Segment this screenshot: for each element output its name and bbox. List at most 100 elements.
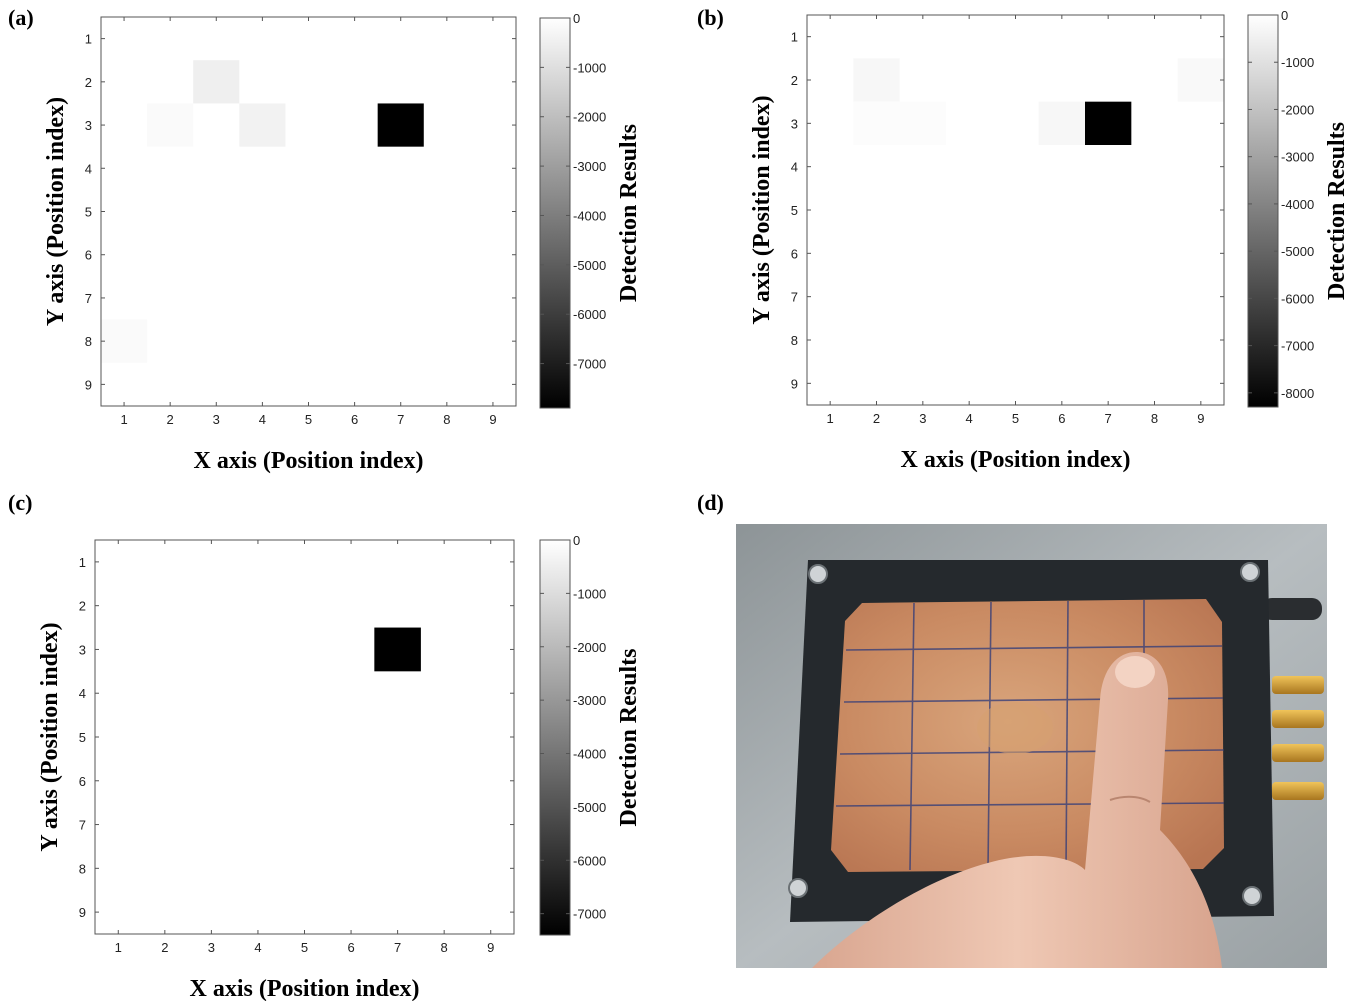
y-tick-label: 3 bbox=[79, 642, 86, 657]
x-tick-label: 9 bbox=[1197, 411, 1204, 426]
y-tick-label: 9 bbox=[79, 905, 86, 920]
heatmap-cell bbox=[1085, 101, 1132, 145]
colorbar-tick-label: -3000 bbox=[1281, 150, 1314, 165]
heatmap-chart-a: 1 2 3 4 5 6 7 8 9 1 2 3 4 5 6 7 8 9 X axis (Position index… bbox=[43, 11, 642, 474]
x-tick-label: 5 bbox=[305, 412, 312, 427]
colorbar-tick-label: -4000 bbox=[1281, 197, 1314, 212]
y-axis-title: Y axis (Position index) bbox=[43, 97, 69, 326]
x-tick-label: 9 bbox=[487, 940, 494, 955]
y-tick-label: 7 bbox=[79, 818, 86, 833]
colorbar-tick-label: -3000 bbox=[573, 693, 606, 708]
colorbar-tick-label: -2000 bbox=[1281, 102, 1314, 117]
x-tick-label: 3 bbox=[919, 411, 926, 426]
y-tick-label: 3 bbox=[85, 118, 92, 133]
x-tick-label: 7 bbox=[1105, 411, 1112, 426]
sensor-photo bbox=[736, 524, 1327, 968]
x-tick-label: 2 bbox=[873, 411, 880, 426]
fingernail bbox=[1115, 656, 1155, 688]
x-tick-label: 9 bbox=[489, 412, 496, 427]
x-tick-label: 4 bbox=[966, 411, 973, 426]
heatmap-cell bbox=[1177, 58, 1224, 102]
colorbar-tick-label: 0 bbox=[573, 11, 580, 26]
colorbar-tick-label: -1000 bbox=[1281, 55, 1314, 70]
y-tick-label: 4 bbox=[79, 686, 86, 701]
heatmap-cell bbox=[374, 627, 421, 672]
colorbar-tick-label: -3000 bbox=[573, 159, 606, 174]
x-tick-label: 4 bbox=[259, 412, 266, 427]
heatmap-cell bbox=[101, 319, 148, 363]
heatmap-chart-c: 1 2 3 4 5 6 7 8 9 1 2 3 4 5 6 7 8 9 X axis (Position index… bbox=[37, 533, 642, 1001]
x-tick-label: 7 bbox=[397, 412, 404, 427]
colorbar-tick-label: -5000 bbox=[573, 258, 606, 273]
x-axis-title: X axis (Position index) bbox=[193, 448, 423, 474]
x-tick-label: 6 bbox=[347, 940, 354, 955]
x-tick-label: 8 bbox=[1151, 411, 1158, 426]
x-tick-label: 6 bbox=[351, 412, 358, 427]
y-tick-label: 8 bbox=[85, 334, 92, 349]
colorbar-tick-label: -2000 bbox=[573, 110, 606, 125]
colorbar-title: Detection Results bbox=[616, 124, 642, 302]
y-tick-label: 4 bbox=[791, 160, 798, 175]
plot-area-a bbox=[101, 17, 516, 406]
frame-screws bbox=[788, 562, 1262, 906]
y-tick-label: 7 bbox=[85, 291, 92, 306]
y-tick-label: 8 bbox=[79, 861, 86, 876]
colorbar-b bbox=[1247, 14, 1279, 408]
x-tick-label: 3 bbox=[213, 412, 220, 427]
plot-area-c bbox=[95, 540, 514, 934]
y-tick-label: 5 bbox=[85, 205, 92, 220]
x-tick-label: 3 bbox=[208, 940, 215, 955]
y-tick-label: 2 bbox=[791, 73, 798, 88]
x-tick-label: 1 bbox=[115, 940, 122, 955]
x-tick-label: 4 bbox=[254, 940, 261, 955]
colorbar-tick-label: -8000 bbox=[1281, 386, 1314, 401]
colorbar-tick-label: 0 bbox=[573, 533, 580, 548]
y-tick-label: 6 bbox=[85, 248, 92, 263]
heatmap-cell bbox=[147, 103, 194, 147]
colorbar-tick-label: -7000 bbox=[573, 907, 606, 922]
x-tick-label: 2 bbox=[167, 412, 174, 427]
y-tick-label: 4 bbox=[85, 161, 92, 176]
y-tick-label: 3 bbox=[791, 116, 798, 131]
x-tick-label: 6 bbox=[1058, 411, 1065, 426]
panel-label-d: (d) bbox=[697, 490, 724, 515]
y-tick-label: 1 bbox=[791, 30, 798, 45]
heatmap-chart-b: 1 2 3 4 5 6 7 8 9 1 2 3 4 5 6 7 8 9 X axis (Position index… bbox=[749, 8, 1350, 473]
cable bbox=[1262, 598, 1322, 620]
x-axis-title: X axis (Position index) bbox=[900, 447, 1130, 473]
heatmap-cell bbox=[377, 103, 424, 147]
colorbar-tick-label: -2000 bbox=[573, 640, 606, 655]
x-tick-label: 5 bbox=[301, 940, 308, 955]
colorbar-title: Detection Results bbox=[616, 649, 642, 827]
x-tick-label: 1 bbox=[120, 412, 127, 427]
panel-label-b: (b) bbox=[697, 5, 724, 30]
x-tick-label: 8 bbox=[443, 412, 450, 427]
y-tick-label: 1 bbox=[79, 555, 86, 570]
x-tick-label: 7 bbox=[394, 940, 401, 955]
colorbar-tick-label: -6000 bbox=[573, 853, 606, 868]
colorbar-c bbox=[539, 539, 571, 936]
colorbar-title: Detection Results bbox=[1324, 122, 1350, 300]
heatmap-cell bbox=[193, 60, 240, 104]
colorbar-tick-label: -1000 bbox=[573, 586, 606, 601]
heatmap-cell bbox=[853, 101, 900, 145]
colorbar-tick-label: -5000 bbox=[573, 800, 606, 815]
x-tick-label: 1 bbox=[827, 411, 834, 426]
colorbar-tick-label: -6000 bbox=[1281, 291, 1314, 306]
y-tick-label: 9 bbox=[791, 376, 798, 391]
plate-stain bbox=[977, 702, 1053, 754]
x-tick-label: 5 bbox=[1012, 411, 1019, 426]
colorbar-tick-label: -5000 bbox=[1281, 244, 1314, 259]
y-tick-label: 1 bbox=[85, 32, 92, 47]
heatmap-cell bbox=[899, 101, 946, 145]
colorbar-tick-label: 0 bbox=[1281, 8, 1288, 23]
colorbar-tick-label: -7000 bbox=[573, 357, 606, 372]
y-tick-label: 6 bbox=[79, 774, 86, 789]
panel-label-c: (c) bbox=[8, 490, 32, 515]
y-tick-label: 7 bbox=[791, 290, 798, 305]
y-tick-label: 5 bbox=[791, 203, 798, 218]
y-tick-label: 6 bbox=[791, 246, 798, 261]
panel-label-a: (a) bbox=[8, 5, 34, 30]
colorbar-tick-label: -4000 bbox=[573, 208, 606, 223]
